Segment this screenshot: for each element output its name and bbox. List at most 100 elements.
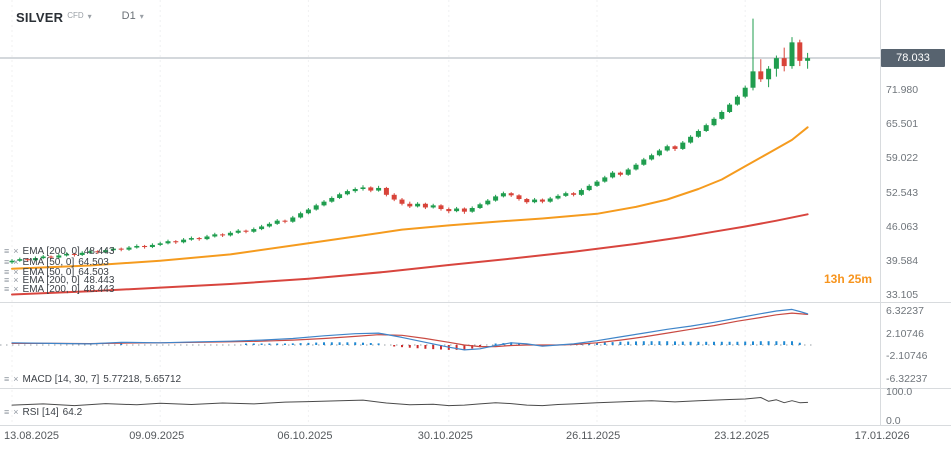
candle-body <box>142 245 148 248</box>
macd-histogram-bar <box>463 345 466 350</box>
candle-body <box>438 205 444 210</box>
candle-body <box>103 250 109 253</box>
indicator-settings-icon[interactable]: ≡ <box>4 407 10 417</box>
macd-histogram-bar <box>728 341 731 345</box>
candle-body <box>477 204 483 208</box>
candle-body <box>758 71 764 80</box>
candle-body <box>25 259 31 261</box>
candle-close-countdown: 13h 25m <box>824 272 873 286</box>
macd-axis-label: 6.32237 <box>886 304 924 317</box>
candle-body <box>383 187 389 195</box>
candle-body <box>649 155 655 160</box>
candle-body <box>454 208 460 212</box>
candle-body <box>532 199 538 203</box>
timeframe-dropdown-caret-icon[interactable]: ▾ <box>139 12 144 21</box>
macd-histogram-bar <box>362 342 364 345</box>
rsi-axis-label: 100.0 <box>886 386 913 398</box>
macd-histogram-bar <box>408 345 411 348</box>
candle-body <box>781 58 787 67</box>
rsi-axis-label: 0.0 <box>886 415 901 427</box>
macd-histogram-bar <box>120 343 123 345</box>
macd-histogram-bar <box>315 342 318 345</box>
macd-histogram-bar <box>603 342 606 345</box>
symbol-dropdown-caret-icon[interactable]: ▾ <box>87 12 92 21</box>
macd-histogram-bar <box>346 342 349 345</box>
candle-body <box>680 142 686 149</box>
candle-body <box>469 207 475 212</box>
candle-body <box>688 136 694 143</box>
macd-histogram-bar <box>588 343 591 345</box>
macd-histogram-bar <box>252 343 255 345</box>
indicator-remove-icon[interactable]: × <box>13 275 19 285</box>
candle-body <box>656 150 662 156</box>
candle-body <box>235 230 241 233</box>
macd-histogram-bar <box>299 343 302 345</box>
indicator-remove-icon[interactable]: × <box>13 257 19 267</box>
indicator-remove-icon[interactable]: × <box>13 407 19 417</box>
current-price-badge: 78.033 <box>881 49 945 67</box>
indicator-row: ≡ × MACD [14, 30, 7] 5.77218, 5.65712 <box>4 374 181 385</box>
timeframe-selector[interactable]: D1 ▾ <box>122 10 144 22</box>
macd-histogram-bar <box>775 341 778 345</box>
indicator-settings-icon[interactable]: ≡ <box>4 257 10 267</box>
indicator-settings-icon[interactable]: ≡ <box>4 374 10 384</box>
indicator-settings-icon[interactable]: ≡ <box>4 284 10 294</box>
candle-body <box>391 194 397 200</box>
macd-axis-label: 2.10746 <box>886 327 924 340</box>
indicator-settings-icon[interactable]: ≡ <box>4 275 10 285</box>
candle-body <box>71 253 77 255</box>
macd-histogram-bar <box>635 341 637 345</box>
candle-body <box>329 197 335 202</box>
macd-histogram-bar <box>798 342 801 345</box>
candle-body <box>274 220 280 224</box>
indicator-remove-icon[interactable]: × <box>13 374 19 384</box>
macd-histogram-bar <box>619 341 622 345</box>
indicator-label: RSI [14] <box>22 407 59 418</box>
indicator-row: ≡ × EMA [200, 0] 48.443 <box>4 284 114 295</box>
candle-body <box>719 111 725 119</box>
macd-histogram-bar <box>432 345 435 350</box>
candle-body <box>259 226 265 230</box>
candle-body <box>118 248 124 250</box>
price-axis-label: 71.980 <box>886 83 919 96</box>
candle-body <box>298 213 304 218</box>
candle-body <box>633 164 639 170</box>
candle-body <box>430 205 436 208</box>
macd-histogram-bar <box>323 342 325 345</box>
candle-body <box>290 217 296 222</box>
rsi-line <box>11 397 809 407</box>
macd-histogram-bar <box>307 342 310 345</box>
macd-histogram-bar <box>596 342 598 345</box>
macd-histogram-bar <box>767 341 770 345</box>
candle-body <box>703 125 709 131</box>
macd-axis-label: -6.32237 <box>886 373 928 386</box>
candle-body <box>602 177 608 182</box>
indicator-remove-icon[interactable]: × <box>13 284 19 294</box>
candle-body <box>243 230 249 232</box>
candle-body <box>368 187 374 191</box>
candle-body <box>563 193 569 196</box>
candle-body <box>32 258 38 261</box>
candle-body <box>212 234 218 237</box>
macd-histogram-bar <box>455 345 458 350</box>
indicator-label: EMA [50, 0] <box>22 257 75 268</box>
candle-body <box>407 203 413 207</box>
indicator-settings-icon[interactable]: ≡ <box>4 267 10 277</box>
candle-body <box>742 87 748 97</box>
candle-body <box>87 251 93 253</box>
indicator-settings-icon[interactable]: ≡ <box>4 246 10 256</box>
candle-body <box>321 201 327 206</box>
macd-histogram-bar <box>393 345 396 347</box>
candle-body <box>376 187 382 191</box>
timeframe-label[interactable]: D1 <box>121 10 136 22</box>
candle-body <box>134 245 140 248</box>
indicator-remove-icon[interactable]: × <box>13 267 19 277</box>
macd-histogram-bar <box>510 342 513 345</box>
indicator-value: 64.2 <box>62 407 83 418</box>
candle-body <box>461 208 467 212</box>
indicator-value: 48.443 <box>83 246 115 257</box>
symbol-name[interactable]: SILVER <box>16 10 64 25</box>
indicator-remove-icon[interactable]: × <box>13 246 19 256</box>
candle-body <box>204 236 210 240</box>
